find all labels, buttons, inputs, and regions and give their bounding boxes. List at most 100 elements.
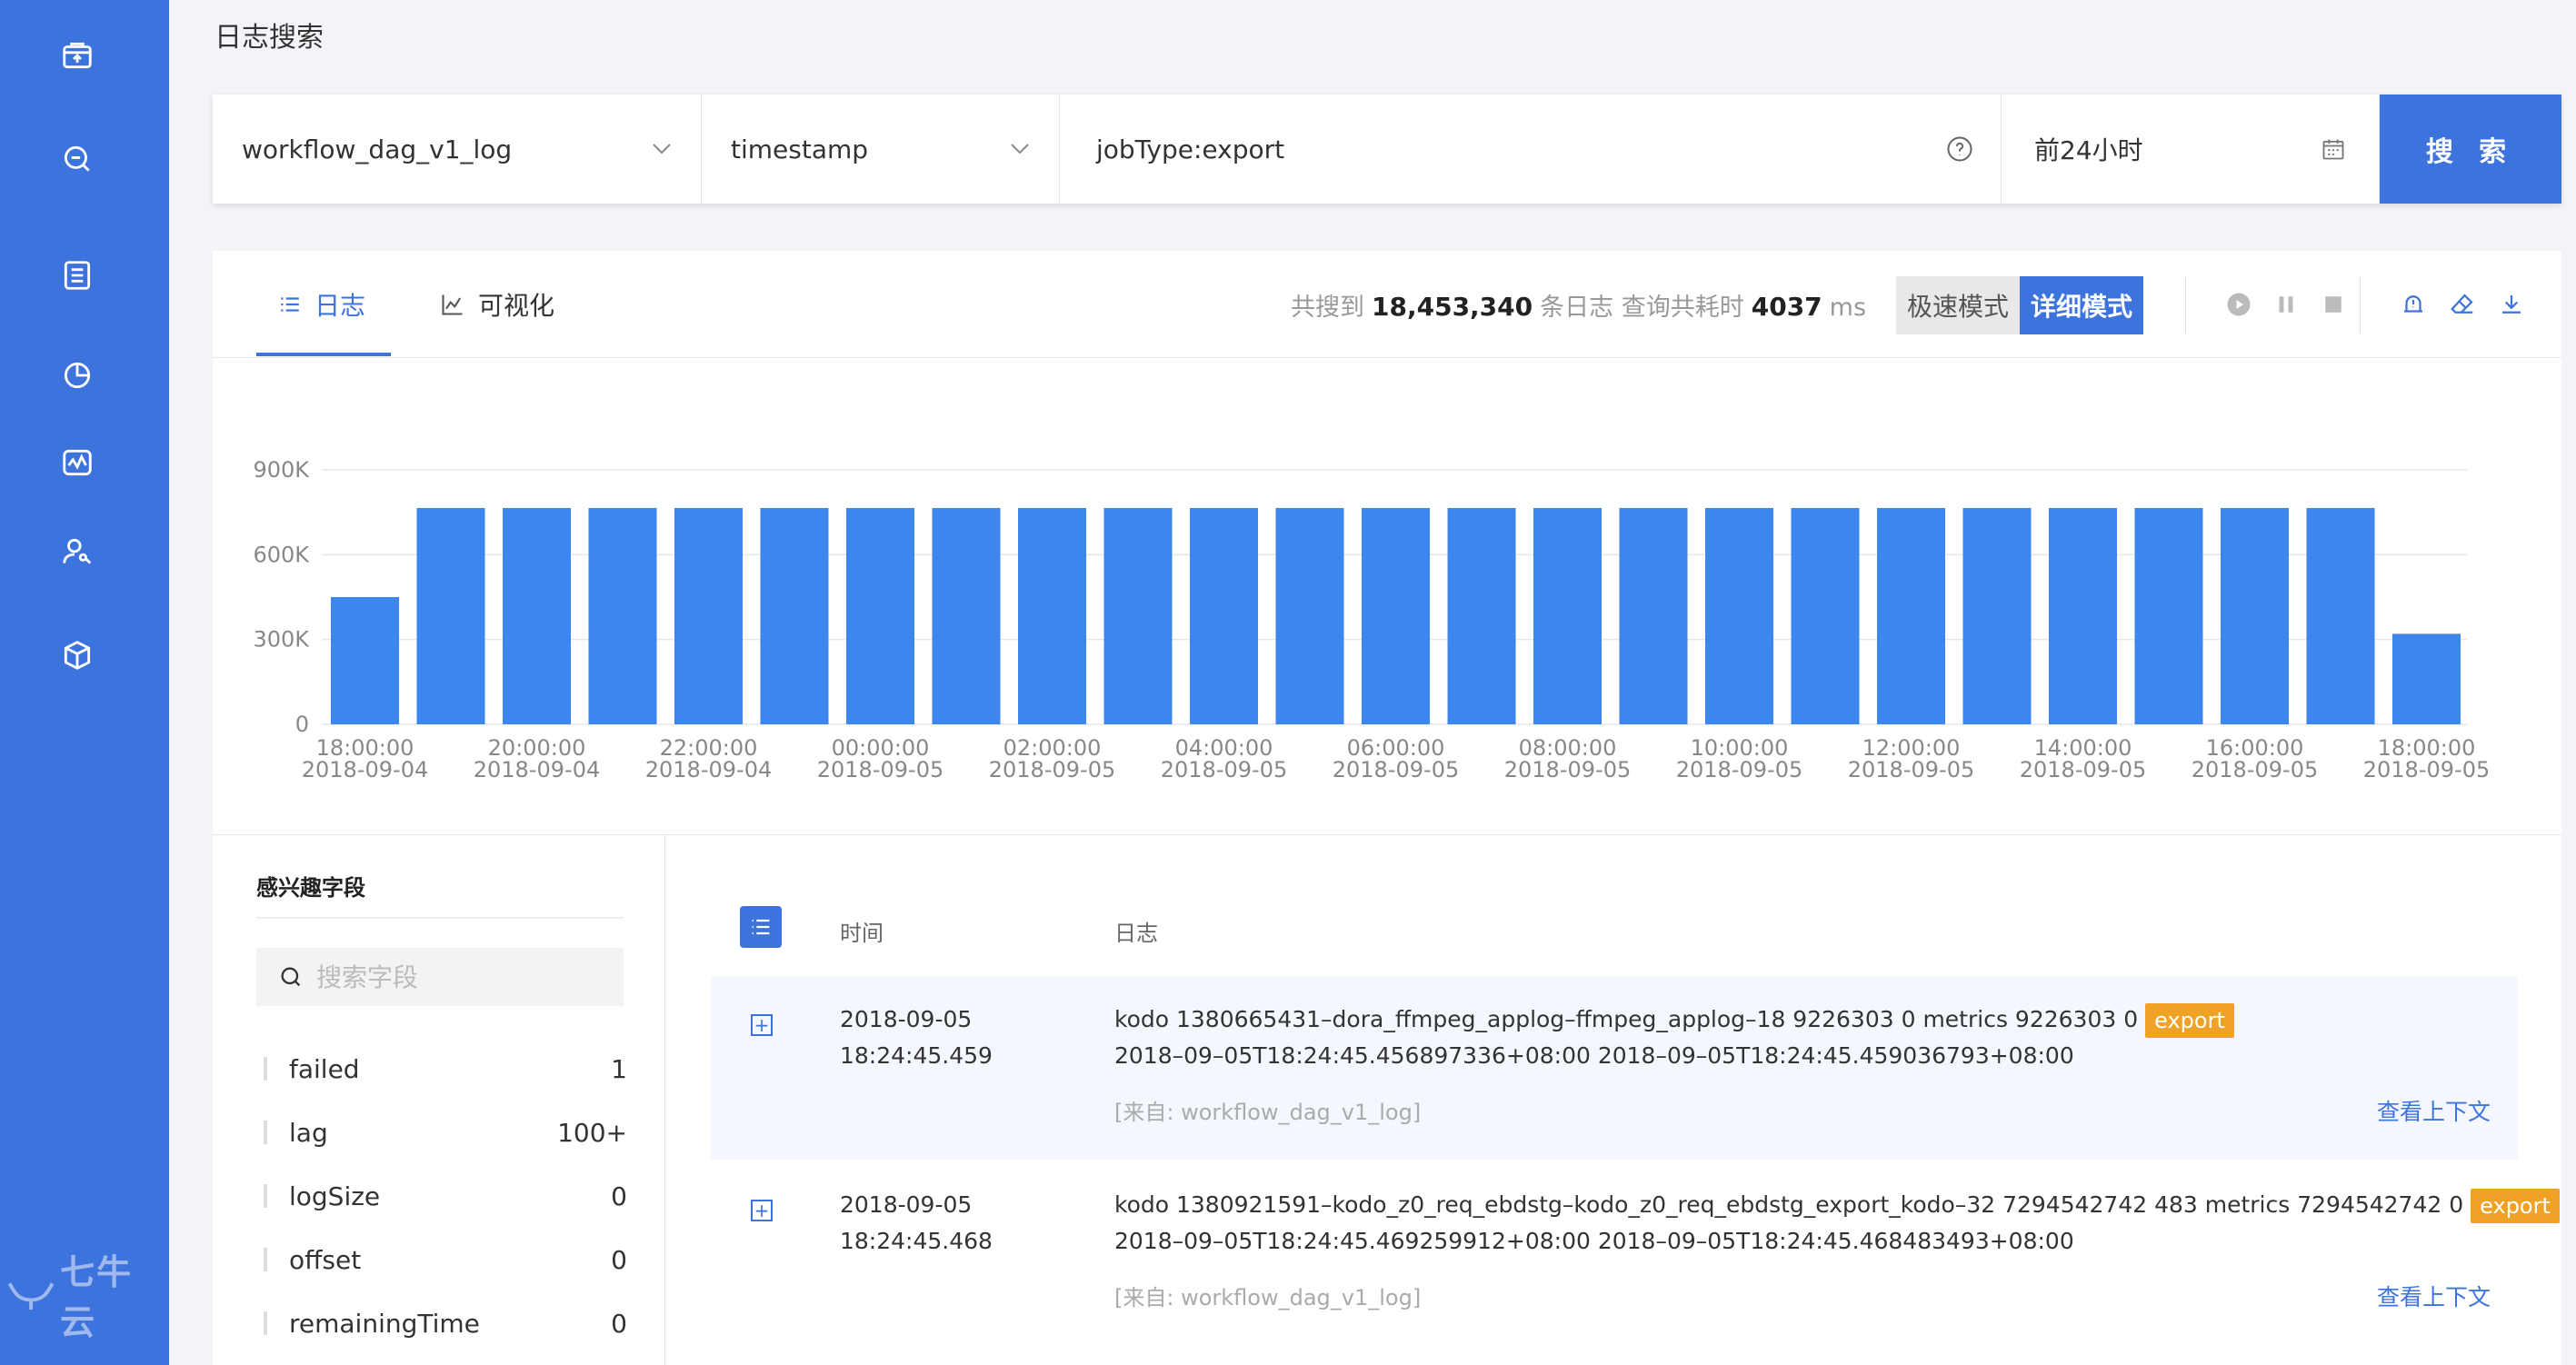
histogram-bar[interactable]: [1018, 508, 1086, 724]
field-item-logSize[interactable]: logSize 0: [264, 1173, 627, 1219]
histogram-bar[interactable]: [2306, 508, 2375, 724]
x-tick-date: 2018-09-05: [2020, 757, 2146, 782]
tab-visualize[interactable]: 可视化: [440, 282, 554, 327]
histogram-bar[interactable]: [2049, 508, 2117, 724]
tab-logs-label: 日志: [315, 291, 366, 321]
histogram-bar[interactable]: [331, 597, 399, 724]
histogram-bar[interactable]: [1362, 508, 1430, 724]
histogram-bar[interactable]: [2134, 508, 2203, 724]
histogram-bar[interactable]: [846, 508, 914, 724]
help-icon[interactable]: [1946, 135, 1973, 163]
expand-icon[interactable]: +: [751, 1014, 773, 1036]
export-icon[interactable]: [58, 36, 96, 75]
histogram-bar[interactable]: [1877, 508, 1945, 724]
view-context-link[interactable]: 查看上下文: [2376, 1099, 2491, 1125]
histogram-bar[interactable]: [1619, 508, 1688, 724]
time-field-select[interactable]: timestamp: [702, 95, 1060, 204]
field-name: failed: [289, 1053, 360, 1084]
field-marker: [264, 1311, 267, 1335]
stop-icon[interactable]: [2316, 287, 2351, 322]
play-icon[interactable]: [2222, 287, 2256, 322]
cube-icon[interactable]: [58, 636, 96, 674]
divider: [256, 917, 624, 919]
detail-mode-button[interactable]: 详细模式: [2020, 276, 2144, 334]
histogram-bar[interactable]: [1705, 508, 1773, 724]
log-content: kodo 1380665431–dora_ffmpeg_applog–ffmpe…: [1114, 1001, 2234, 1074]
x-tick-date: 2018-09-05: [2192, 757, 2318, 782]
field-marker: [264, 1057, 267, 1081]
log-line-1: kodo 1380921591–kodo_z0_req_ebdstg–kodo_…: [1114, 1191, 2464, 1218]
x-tick-time: 04:00:00: [1175, 735, 1273, 761]
field-count: 1: [611, 1053, 627, 1084]
search-icon: [281, 967, 301, 987]
fields-panel: 感兴趣字段 failed1lag100+logSize0offset0remai…: [213, 835, 665, 1365]
histogram-bar[interactable]: [1962, 508, 2032, 724]
x-tick-time: 22:00:00: [660, 735, 758, 761]
histogram-bar[interactable]: [2392, 633, 2461, 724]
column-settings-icon[interactable]: [740, 906, 782, 948]
view-context-link[interactable]: 查看上下文: [2376, 1284, 2491, 1310]
histogram-bar[interactable]: [932, 508, 1001, 724]
x-tick-time: 08:00:00: [1519, 735, 1617, 761]
search-icon[interactable]: [58, 140, 96, 178]
field-marker: [264, 1121, 267, 1144]
histogram-bar[interactable]: [1791, 508, 1860, 724]
x-tick-time: 16:00:00: [2206, 735, 2304, 761]
log-row: +2018-09-05 18:24:45.459 kodo 1380665431–d…: [711, 976, 2518, 1160]
field-name: logSize: [289, 1181, 381, 1211]
pause-icon[interactable]: [2269, 287, 2303, 322]
download-icon[interactable]: [2494, 287, 2529, 322]
monitor-icon[interactable]: [58, 443, 96, 482]
fast-mode-button[interactable]: 极速模式: [1896, 276, 2021, 334]
field-item-offset[interactable]: offset 0: [264, 1237, 627, 1282]
x-tick-date: 2018-09-05: [1161, 757, 1287, 782]
field-item-failed[interactable]: failed 1: [264, 1046, 627, 1091]
histogram-bar[interactable]: [1190, 508, 1258, 724]
x-tick-time: 14:00:00: [2034, 735, 2132, 761]
tab-logs[interactable]: 日志: [278, 282, 365, 327]
histogram-bar[interactable]: [1103, 508, 1173, 724]
x-tick-date: 2018-09-05: [1504, 757, 1631, 782]
expand-icon[interactable]: +: [751, 1200, 773, 1221]
histogram-bar[interactable]: [1275, 508, 1344, 724]
field-item-remainingTime[interactable]: remainingTime 0: [264, 1300, 627, 1346]
stats-time: 4037: [1751, 292, 1822, 322]
histogram-bar[interactable]: [760, 508, 829, 724]
query-input[interactable]: jobType:export: [1060, 95, 2002, 204]
histogram-bar[interactable]: [588, 508, 657, 724]
repo-select[interactable]: workflow_dag_v1_log: [213, 95, 702, 204]
chevron-down-icon: [1011, 144, 1029, 154]
alert-bell-icon[interactable]: [2396, 287, 2431, 322]
divider: [213, 834, 2561, 835]
job-type-badge: export: [2145, 1003, 2234, 1038]
search-stats: 共搜到 18,453,340 条日志 查询共耗时 4037 ms: [1291, 287, 1866, 323]
histogram-bar[interactable]: [416, 508, 485, 724]
histogram-bar[interactable]: [503, 508, 571, 724]
field-search-input[interactable]: [316, 961, 607, 992]
results-panel: 日志 可视化 共搜到 18,453,340 条日志 查询共耗时 4037 ms …: [213, 251, 2561, 1365]
log-list: 时间 日志 +2018-09-05 18:24:45.459 kodo 138066…: [665, 835, 2561, 1365]
stats-unit: ms: [1829, 294, 1867, 322]
histogram-bar[interactable]: [674, 508, 743, 724]
pie-chart-icon[interactable]: [58, 356, 96, 394]
field-count: 0: [611, 1244, 627, 1275]
log-date: 2018-09-05: [840, 1191, 973, 1218]
search-button[interactable]: 搜 索: [2380, 95, 2561, 204]
histogram-bar[interactable]: [1533, 508, 1602, 724]
field-count: 100+: [557, 1117, 627, 1148]
column-time-header: 时间: [840, 921, 884, 946]
user-key-icon[interactable]: [58, 533, 96, 571]
histogram-bar[interactable]: [2221, 508, 2289, 724]
x-tick-date: 2018-09-05: [817, 757, 944, 782]
time-range-picker[interactable]: 前24小时: [2002, 95, 2380, 204]
x-tick-date: 2018-09-04: [474, 757, 600, 782]
histogram-bar[interactable]: [1447, 508, 1516, 724]
job-type-badge: export: [2471, 1189, 2560, 1223]
eraser-icon[interactable]: [2445, 287, 2480, 322]
list-icon[interactable]: [58, 256, 96, 294]
field-search[interactable]: [256, 948, 624, 1006]
field-item-lag[interactable]: lag 100+: [264, 1110, 627, 1155]
y-tick-label: 900K: [253, 457, 310, 483]
x-tick-date: 2018-09-05: [2363, 757, 2490, 782]
y-tick-label: 600K: [253, 542, 310, 567]
